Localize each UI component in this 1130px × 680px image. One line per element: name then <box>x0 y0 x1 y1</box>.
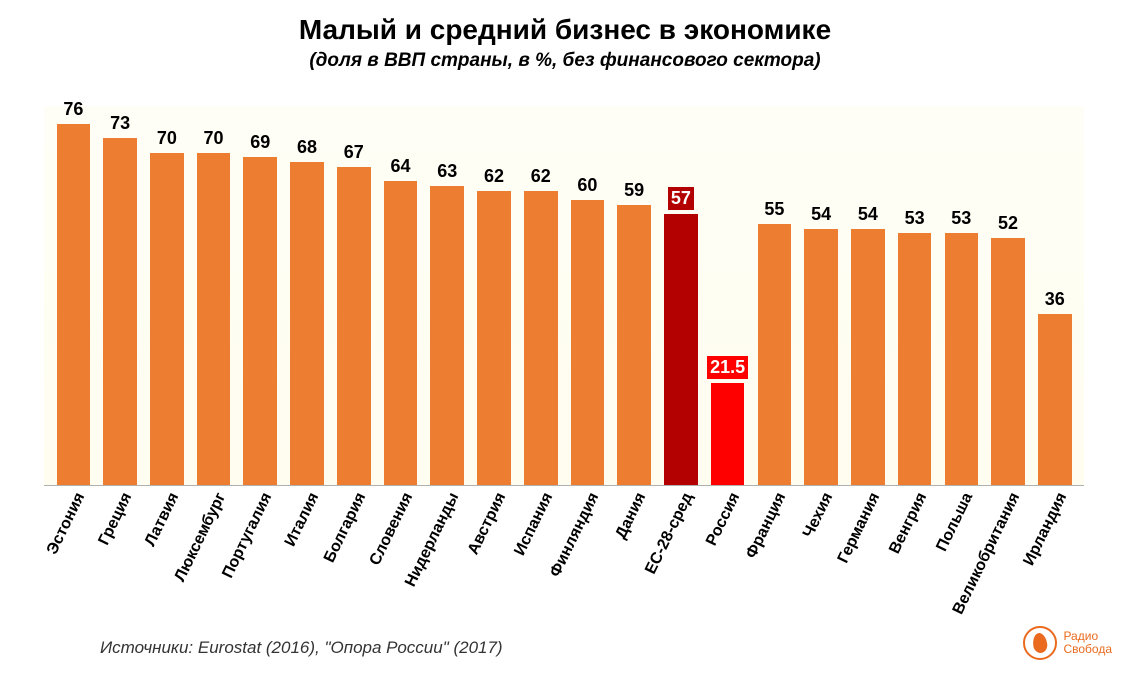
bar-slot: 63 <box>424 106 471 485</box>
bar <box>337 167 371 485</box>
x-axis-label: Италия <box>282 490 323 550</box>
bar-slot: 62 <box>471 106 518 485</box>
bar-slot: 73 <box>97 106 144 485</box>
bar <box>804 229 838 486</box>
x-axis-label: Дания <box>613 490 651 542</box>
bar <box>103 138 137 485</box>
bar-value-label: 67 <box>344 142 364 163</box>
bar-slot: 70 <box>143 106 190 485</box>
bar-value-label: 52 <box>998 213 1018 234</box>
bar-slot: 54 <box>844 106 891 485</box>
bar-value-label: 73 <box>110 113 130 134</box>
bar-slot: 21.5 <box>704 106 751 485</box>
bar-slot: 59 <box>611 106 658 485</box>
logo-text: Радио Свобода <box>1063 630 1112 656</box>
bar-value-label: 53 <box>951 208 971 229</box>
x-axis-label: Испания <box>511 490 557 559</box>
x-axis-label: Россия <box>703 490 744 549</box>
bar-value-label: 69 <box>250 132 270 153</box>
chart-subtitle: (доля в ВВП страны, в %, без финансового… <box>0 50 1130 72</box>
bar <box>197 153 231 486</box>
bar-slot: 36 <box>1031 106 1078 485</box>
x-axis-label: Чехия <box>800 490 837 541</box>
bar <box>1038 314 1072 485</box>
bar-slot: 53 <box>891 106 938 485</box>
bar <box>150 153 184 486</box>
logo: Радио Свобода <box>1023 626 1112 660</box>
bar <box>617 205 651 485</box>
x-axis-label: Латвия <box>142 490 183 549</box>
bar <box>851 229 885 486</box>
bar-value-label: 54 <box>858 204 878 225</box>
x-axis-label: Эстония <box>44 490 89 558</box>
bar-value-label: 60 <box>577 175 597 196</box>
x-axis-label: Ирландия <box>1020 490 1071 569</box>
source-text: Источники: Eurostat (2016), "Опора Росси… <box>100 638 503 658</box>
bar-slot: 54 <box>798 106 845 485</box>
bar <box>430 186 464 485</box>
logo-line2: Свобода <box>1063 643 1112 656</box>
bar <box>945 233 979 485</box>
chart-plot-area: 76 73 70 70 69 68 67 64 63 62 62 60 59 57 21.5 55 54 54 53… <box>44 106 1084 486</box>
x-axis-label: Венгрия <box>886 490 931 557</box>
x-axis-label: Германия <box>834 490 884 566</box>
x-axis-label: Финляндия <box>547 490 603 580</box>
bar-value-label: 76 <box>63 99 83 120</box>
bar-slot: 62 <box>517 106 564 485</box>
bar-value-label: 55 <box>764 199 784 220</box>
x-axis-label: Словения <box>366 490 417 569</box>
bar-slot: 53 <box>938 106 985 485</box>
bar <box>571 200 605 485</box>
bar-slot: 55 <box>751 106 798 485</box>
bar-value-label: 21.5 <box>707 356 748 379</box>
bar <box>243 157 277 485</box>
bar-value-label: 59 <box>624 180 644 201</box>
bar <box>758 224 792 485</box>
bar-value-label: 36 <box>1045 289 1065 310</box>
bar-slot: 64 <box>377 106 424 485</box>
bar-slot: 57 <box>658 106 705 485</box>
bar-slot: 69 <box>237 106 284 485</box>
bar-value-label: 62 <box>484 166 504 187</box>
bars-container: 76 73 70 70 69 68 67 64 63 62 62 60 59 57 21.5 55 54 54 53… <box>44 106 1084 485</box>
x-axis-label: Франция <box>743 490 790 562</box>
bar-value-label: 63 <box>437 161 457 182</box>
x-axis-label: ЕС-28-сред <box>642 490 697 577</box>
bar-slot: 76 <box>50 106 97 485</box>
bar-value-label: 64 <box>390 156 410 177</box>
bar-value-label: 54 <box>811 204 831 225</box>
bar <box>290 162 324 485</box>
x-axis-label: Австрия <box>465 490 510 558</box>
bar <box>664 214 698 485</box>
x-axis-label: Португалия <box>220 490 277 581</box>
x-axis-label: Болгария <box>321 490 370 566</box>
bar <box>477 191 511 486</box>
bar-value-label: 53 <box>905 208 925 229</box>
bar <box>711 383 745 485</box>
bar-slot: 52 <box>985 106 1032 485</box>
x-axis-label: Греция <box>95 490 136 548</box>
bar <box>384 181 418 485</box>
bar <box>57 124 91 485</box>
bar-slot: 70 <box>190 106 237 485</box>
bar-value-label: 57 <box>668 187 694 210</box>
bar-value-label: 70 <box>157 128 177 149</box>
bar <box>524 191 558 486</box>
bar <box>991 238 1025 485</box>
flame-icon <box>1023 626 1057 660</box>
bar-value-label: 70 <box>204 128 224 149</box>
bar <box>898 233 932 485</box>
bar-slot: 68 <box>284 106 331 485</box>
bar-slot: 60 <box>564 106 611 485</box>
bar-value-label: 68 <box>297 137 317 158</box>
bar-value-label: 62 <box>531 166 551 187</box>
bar-slot: 67 <box>330 106 377 485</box>
chart-title: Малый и средний бизнес в экономике <box>0 0 1130 46</box>
x-axis-label: Польша <box>934 490 978 555</box>
